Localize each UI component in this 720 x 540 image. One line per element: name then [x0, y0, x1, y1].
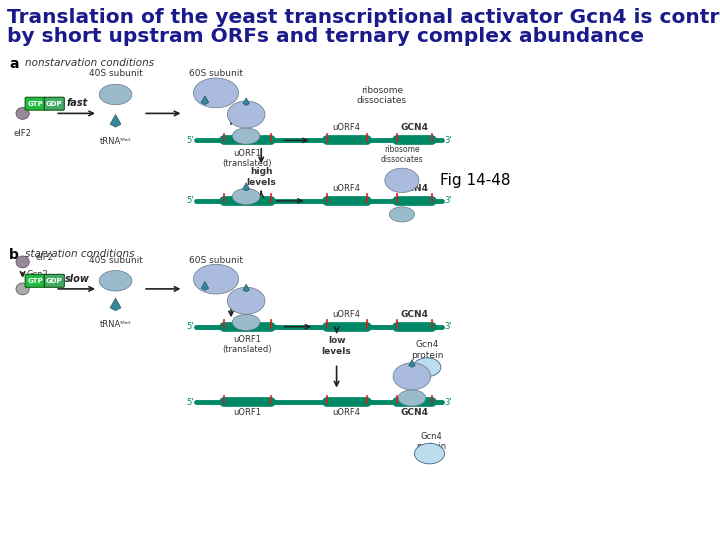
- Polygon shape: [201, 281, 209, 291]
- Ellipse shape: [393, 363, 431, 390]
- Text: uORF4: uORF4: [333, 408, 361, 417]
- Text: 60S subunit: 60S subunit: [189, 69, 243, 78]
- Text: eIF2: eIF2: [14, 129, 32, 138]
- Text: 3': 3': [444, 322, 452, 331]
- Ellipse shape: [390, 207, 415, 222]
- Ellipse shape: [415, 443, 444, 464]
- Text: eIF2: eIF2: [35, 253, 53, 262]
- Text: low
levels: low levels: [322, 336, 351, 356]
- Text: 40S subunit: 40S subunit: [89, 69, 143, 78]
- Ellipse shape: [228, 101, 265, 128]
- Polygon shape: [243, 98, 249, 105]
- Text: tRNAᴹᵉᵗ: tRNAᴹᵉᵗ: [99, 320, 132, 329]
- Ellipse shape: [228, 287, 265, 314]
- Text: ribosome
dissociates: ribosome dissociates: [381, 145, 423, 164]
- Text: GTP: GTP: [27, 278, 43, 284]
- Ellipse shape: [398, 390, 426, 406]
- Text: fast: fast: [66, 98, 88, 108]
- Text: uORF1
(translated): uORF1 (translated): [222, 148, 272, 168]
- Ellipse shape: [233, 128, 260, 144]
- Text: nonstarvation conditions: nonstarvation conditions: [25, 58, 154, 68]
- Text: GCN4: GCN4: [400, 408, 428, 417]
- Text: GTP: GTP: [27, 100, 43, 107]
- Polygon shape: [243, 284, 249, 292]
- Text: GCN4: GCN4: [400, 184, 428, 193]
- Text: 3': 3': [444, 398, 452, 407]
- Text: 5': 5': [186, 136, 194, 145]
- Text: uORF4: uORF4: [333, 309, 361, 319]
- Text: tRNAᴹᵉᵗ: tRNAᴹᵉᵗ: [99, 137, 132, 146]
- Text: by short upstram ORFs and ternary complex abundance: by short upstram ORFs and ternary comple…: [6, 27, 644, 46]
- Text: GDP: GDP: [46, 278, 63, 284]
- Text: Gcn4
protein: Gcn4 protein: [416, 432, 446, 451]
- FancyBboxPatch shape: [44, 274, 64, 287]
- FancyBboxPatch shape: [44, 97, 64, 110]
- Text: uORF1: uORF1: [233, 408, 261, 417]
- Text: high
levels: high levels: [246, 167, 276, 187]
- Ellipse shape: [16, 107, 30, 119]
- Ellipse shape: [194, 264, 238, 294]
- Text: starvation conditions: starvation conditions: [25, 249, 135, 260]
- Text: uORF1
(translated): uORF1 (translated): [222, 335, 272, 354]
- Polygon shape: [409, 360, 415, 367]
- Text: GDP: GDP: [46, 100, 63, 107]
- Text: ribosome
dissociates: ribosome dissociates: [356, 86, 407, 105]
- Polygon shape: [243, 183, 250, 191]
- Ellipse shape: [194, 78, 238, 108]
- Ellipse shape: [384, 168, 419, 192]
- Ellipse shape: [16, 283, 30, 295]
- Ellipse shape: [233, 188, 260, 205]
- Text: Gcn4
protein: Gcn4 protein: [411, 340, 444, 360]
- Text: GCN4: GCN4: [400, 123, 428, 132]
- Polygon shape: [110, 114, 121, 127]
- FancyBboxPatch shape: [25, 274, 45, 287]
- Text: uORF4: uORF4: [333, 123, 361, 132]
- Text: GCN4: GCN4: [400, 309, 428, 319]
- Text: 3': 3': [444, 136, 452, 145]
- Text: Fig 14-48: Fig 14-48: [440, 173, 510, 188]
- Text: 60S subunit: 60S subunit: [189, 255, 243, 265]
- FancyBboxPatch shape: [25, 97, 45, 110]
- Ellipse shape: [413, 357, 441, 377]
- Ellipse shape: [233, 314, 260, 330]
- Polygon shape: [110, 298, 121, 310]
- Text: slow: slow: [64, 273, 89, 284]
- Polygon shape: [201, 96, 209, 105]
- Text: 5': 5': [186, 398, 194, 407]
- Text: Gcn2: Gcn2: [27, 271, 48, 279]
- Ellipse shape: [99, 84, 132, 105]
- Text: 3': 3': [444, 197, 452, 205]
- Text: 5': 5': [186, 197, 194, 205]
- Text: 40S subunit: 40S subunit: [89, 255, 143, 265]
- Text: uORF4: uORF4: [333, 184, 361, 193]
- Ellipse shape: [16, 256, 30, 268]
- Text: b: b: [9, 248, 19, 262]
- Text: a: a: [9, 57, 19, 71]
- Text: Translation of the yeast transcriptional activator Gcn4 is controlled: Translation of the yeast transcriptional…: [6, 8, 720, 27]
- Ellipse shape: [99, 271, 132, 291]
- Text: 5': 5': [186, 322, 194, 331]
